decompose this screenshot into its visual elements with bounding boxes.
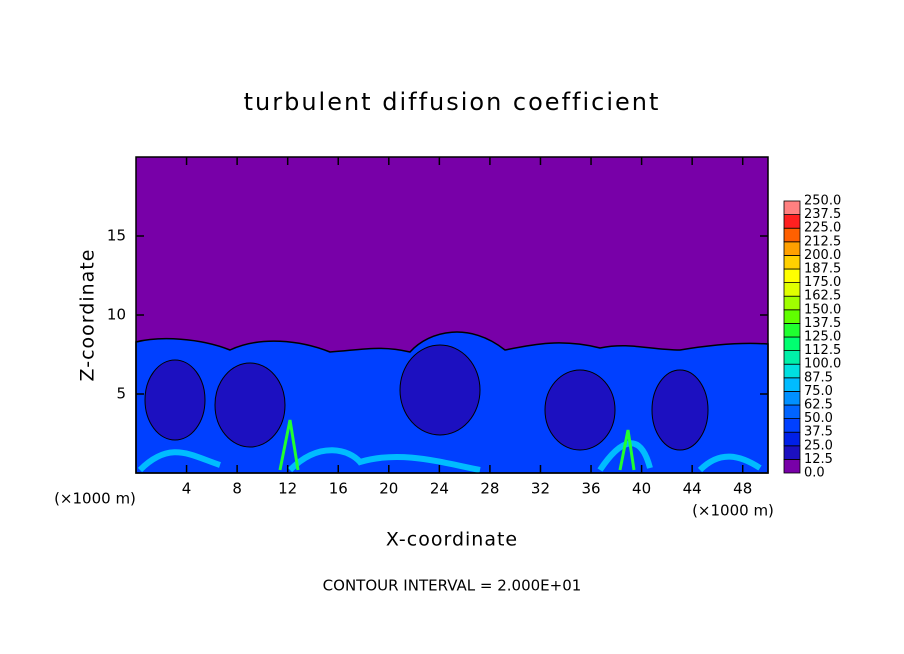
- colorbar-label: 175.0: [804, 275, 841, 290]
- x-tick-label: 20: [379, 480, 398, 498]
- colorbar-label: 37.5: [804, 425, 833, 440]
- colorbar-swatch: [783, 295, 801, 311]
- colorbar-swatch: [783, 377, 801, 392]
- y-tick-label: 5: [116, 385, 126, 403]
- x-tick-label: 48: [733, 480, 752, 498]
- x-tick-label: 32: [531, 480, 550, 498]
- colorbar-swatch: [783, 241, 801, 256]
- colorbar-swatch: [783, 431, 801, 447]
- colorbar-swatch: [783, 322, 801, 338]
- x-tick-label: 40: [632, 480, 651, 498]
- colorbar-label: 50.0: [804, 411, 833, 426]
- colorbar-label: 250.0: [804, 194, 841, 209]
- colorbar-swatch: [783, 214, 801, 229]
- colorbar-label: 62.5: [804, 398, 833, 413]
- colorbar-label: 200.0: [804, 248, 841, 263]
- colorbar-label: 137.5: [804, 316, 841, 331]
- x-tick-label: 28: [480, 480, 499, 498]
- colorbar-swatch: [783, 418, 801, 433]
- colorbar-swatch: [783, 404, 801, 420]
- colorbar-label: 112.5: [804, 343, 841, 358]
- colorbar-label: 0.0: [804, 466, 825, 481]
- colorbar-swatch: [783, 309, 801, 324]
- x-tick-label: 4: [182, 480, 192, 498]
- field-cell: [651, 369, 709, 451]
- field: [135, 157, 769, 474]
- y-tick-label: 10: [107, 306, 126, 324]
- colorbar-label: 100.0: [804, 357, 841, 372]
- colorbar-swatch: [783, 200, 801, 216]
- x-unit-label: (×1000 m): [54, 490, 136, 508]
- field-cell: [214, 362, 286, 448]
- colorbar-swatch: [783, 350, 801, 365]
- colorbar-swatch: [783, 458, 801, 474]
- field-streak: [278, 419, 636, 471]
- colorbar-label: 12.5: [804, 452, 833, 467]
- colorbar-swatch: [783, 254, 801, 270]
- x-tick-label: 16: [329, 480, 348, 498]
- colorbar-label: 162.5: [804, 289, 841, 304]
- x-axis-label: X-coordinate: [386, 529, 518, 551]
- x-tick-label: 24: [430, 480, 449, 498]
- colorbar-swatch: [783, 227, 801, 243]
- colorbar-swatch: [783, 268, 801, 284]
- colorbar-label: 25.0: [804, 438, 833, 453]
- x-tick-label: 44: [683, 480, 702, 498]
- colorbar-label: 150.0: [804, 302, 841, 317]
- colorbar-swatch: [783, 282, 801, 297]
- x-tick-label: 36: [581, 480, 600, 498]
- colorbar-label: 125.0: [804, 330, 841, 345]
- footer-note: CONTOUR INTERVAL = 2.000E+01: [323, 577, 582, 595]
- colorbar-label: 225.0: [804, 221, 841, 236]
- field-cell: [144, 359, 206, 441]
- colorbar-label: 75.0: [804, 384, 833, 399]
- x-tick-label: 12: [278, 480, 297, 498]
- field-streak: [137, 440, 762, 473]
- colorbar-label: 212.5: [804, 234, 841, 249]
- y-tick-label: 15: [107, 227, 126, 245]
- colorbar-label: 87.5: [804, 370, 833, 385]
- colorbar-swatch: [783, 363, 801, 379]
- x-tick-label: 8: [232, 480, 242, 498]
- y-axis-label: Z-coordinate: [77, 249, 99, 382]
- colorbar-label: 187.5: [804, 262, 841, 277]
- field-cell: [399, 344, 481, 436]
- colorbar-label: 237.5: [804, 207, 841, 222]
- colorbar-swatch: [783, 336, 801, 352]
- x-unit-label: (×1000 m): [692, 502, 774, 520]
- chart-title: turbulent diffusion coefficient: [244, 88, 661, 116]
- colorbar-swatch: [783, 445, 801, 460]
- field-cell: [544, 369, 616, 451]
- colorbar-swatch: [783, 390, 801, 406]
